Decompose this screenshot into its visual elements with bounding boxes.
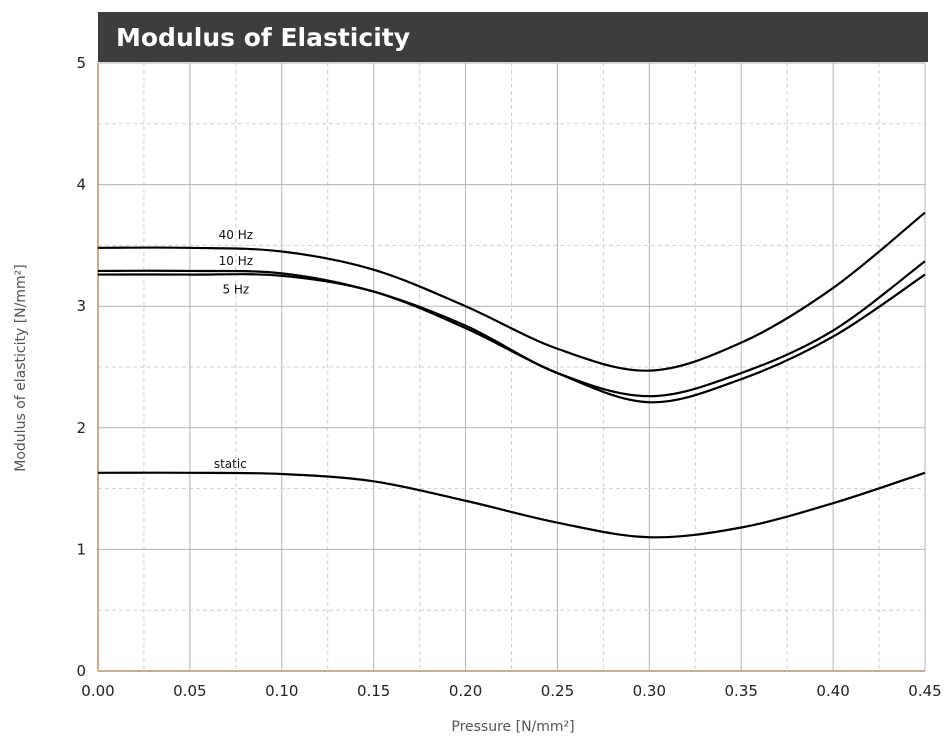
y-tick-label: 3	[76, 297, 86, 315]
y-tick-label: 4	[76, 176, 86, 194]
x-tick-label: 0.25	[541, 682, 574, 700]
x-tick-label: 0.40	[816, 682, 849, 700]
tick-labels: 0.00 0.05 0.10 0.15 0.20 0.25 0.30 0.35 0.40 0.45…	[76, 54, 941, 700]
grid	[98, 62, 926, 671]
curves	[97, 211, 926, 539]
chart-title: Modulus of Elasticity	[116, 23, 410, 52]
series-label-10-hz: 10 Hz	[219, 254, 253, 268]
axes	[97, 63, 925, 672]
x-tick-label: 0.35	[725, 682, 758, 700]
x-axis-title: Pressure [N/mm²]	[451, 719, 574, 735]
series-label-static: static	[214, 457, 247, 471]
x-tick-label: 0.10	[265, 682, 298, 700]
y-axis-title: Modulus of elasticity [N/mm²]	[13, 264, 29, 471]
x-tick-label: 0.15	[357, 682, 390, 700]
x-tick-label: 0.45	[908, 682, 941, 700]
x-tick-label: 0.00	[81, 682, 114, 700]
series-line-5-hz	[97, 273, 926, 404]
title-bar	[98, 12, 928, 62]
y-tick-label: 1	[76, 540, 86, 558]
y-tick-label: 5	[76, 54, 86, 72]
x-tick-label: 0.30	[633, 682, 666, 700]
series-label-40-hz: 40 Hz	[219, 228, 253, 242]
series-labels: 40 Hz 10 Hz 5 Hz static	[214, 228, 253, 471]
y-tick-label: 2	[76, 419, 86, 437]
x-tick-label: 0.05	[173, 682, 206, 700]
y-tick-label: 0	[76, 662, 86, 680]
series-line-static	[97, 471, 926, 539]
x-tick-label: 0.20	[449, 682, 482, 700]
series-line-40-hz	[97, 211, 926, 372]
series-label-5-hz: 5 Hz	[222, 283, 249, 297]
